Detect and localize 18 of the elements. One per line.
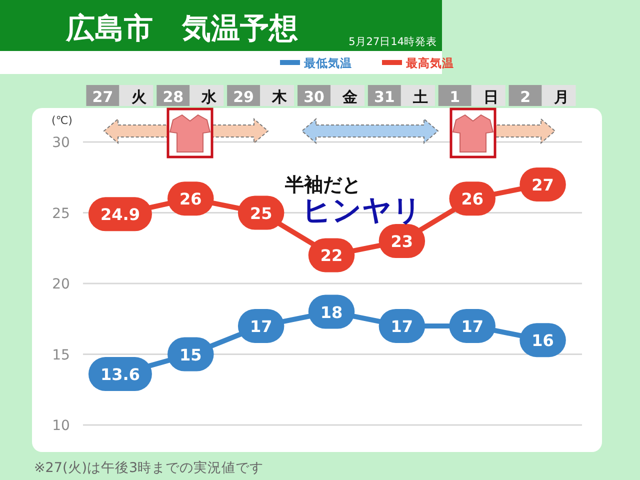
legend-label: 最高気温: [405, 56, 454, 70]
chart-title: 広島市 気温予想: [65, 11, 298, 45]
x-tick-label: 2 月: [508, 85, 576, 106]
y-tick-label: 10: [52, 418, 70, 434]
y-tick-label: 25: [52, 206, 70, 222]
y-axis-title: (℃): [52, 114, 72, 127]
x-tick-label: 29 木: [227, 85, 294, 106]
x-tick-label: 1 日: [438, 85, 506, 106]
legend-label: 最低気温: [303, 56, 352, 70]
x-tick-label: 30 金: [298, 85, 364, 106]
x-tick-label: 27 火: [86, 85, 154, 106]
x-tick-label: 31 土: [368, 85, 435, 106]
x-tick-label: 28 水: [156, 85, 224, 106]
text: ※27(火)は午後3時までの実況値です: [34, 460, 264, 476]
y-tick-label: 15: [52, 347, 70, 364]
chart-subtitle: 5月27日14時発表: [348, 35, 437, 48]
y-tick-label: 20: [52, 276, 70, 292]
y-tick-label: 30: [52, 135, 70, 151]
